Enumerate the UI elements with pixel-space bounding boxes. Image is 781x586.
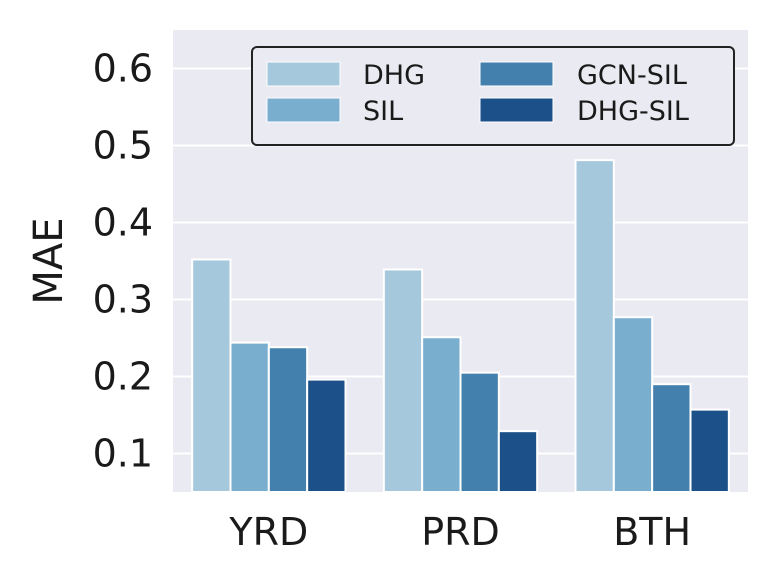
x-tick-label: YRD [228,510,308,554]
bar-gcn-sil-bth [651,383,692,494]
legend-label: SIL [363,96,403,127]
bar-gcn-sil-yrd [267,346,309,493]
bar-dhg-bth [574,159,615,493]
y-tick-label: 0.1 [93,432,153,476]
legend-swatch [266,61,341,87]
bar-dhg-sil-yrd [306,378,347,493]
x-tick-labels: YRD PRD BTH [228,510,691,554]
legend-label: DHG [363,60,425,91]
x-tick-label: PRD [421,510,500,554]
y-axis-label: MAE [26,217,72,304]
legend-label: GCN-SIL [577,60,687,91]
legend: DHG SIL GCN-SIL DHG-SIL [251,46,735,146]
y-tick-label: 0.2 [93,355,153,399]
legend-label: DHG-SIL [577,96,689,127]
bar-gcn-sil-prd [459,371,500,493]
bar-dhg-sil-bth [689,408,730,493]
bar-sil-yrd [229,341,270,493]
legend-swatch [479,97,554,123]
y-tick-label: 0.4 [93,201,153,245]
bar-sil-prd [421,336,462,494]
legend-frame [251,46,735,146]
y-tick-label: 0.3 [93,278,153,322]
bars [191,159,730,494]
legend-swatch [266,97,341,123]
y-tick-labels: 0.1 0.2 0.3 0.4 0.5 0.6 [93,47,153,476]
bar-dhg-yrd [191,258,232,493]
y-tick-label: 0.6 [93,47,153,91]
bar-dhg-prd [382,268,424,493]
bar-dhg-sil-prd [497,430,539,494]
bar-sil-bth [612,316,654,493]
y-tick-label: 0.5 [93,124,153,168]
x-tick-label: BTH [613,510,691,554]
legend-swatch [479,61,554,87]
